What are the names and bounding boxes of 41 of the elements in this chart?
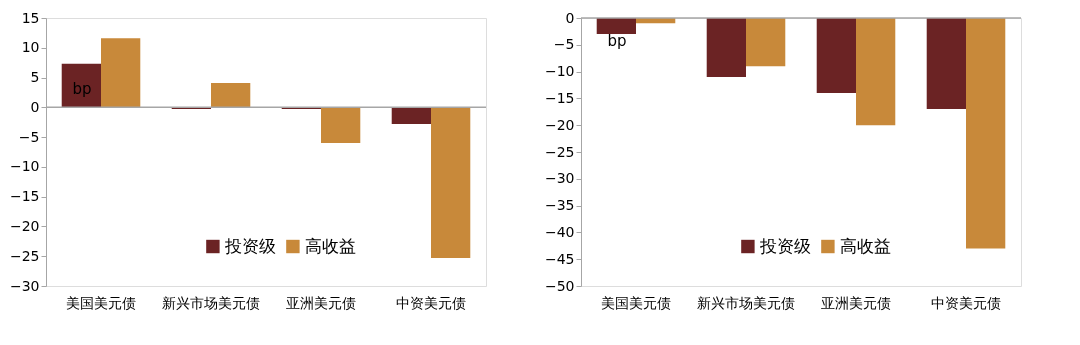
y-tick-label: −35 — [544, 197, 575, 214]
bar — [211, 82, 251, 108]
y-tick-label: −25 — [9, 247, 40, 264]
x-tick-label: 新兴市场美元债 — [162, 294, 260, 311]
y-tick-label: −5 — [18, 128, 40, 145]
y-tick-label: 5 — [30, 69, 40, 86]
x-tick-label: 美国美元债 — [66, 294, 136, 311]
annotation: bp — [72, 80, 92, 99]
x-tick-label: 新兴市场美元债 — [697, 294, 795, 311]
y-tick-label: −10 — [544, 63, 575, 80]
y-tick-label: −5 — [553, 36, 575, 53]
legend-label: 投资级 — [759, 235, 812, 256]
y-tick-label: −20 — [544, 116, 575, 133]
y-tick-label: −10 — [9, 158, 40, 175]
x-tick-label: 亚洲美元债 — [286, 294, 356, 311]
y-tick-label: −45 — [544, 250, 575, 267]
y-tick-label: −15 — [9, 188, 40, 205]
y-tick-label: −20 — [9, 217, 40, 234]
y-tick-label: −15 — [544, 89, 575, 106]
legend-label: 投资级 — [224, 235, 277, 256]
bar — [391, 107, 431, 125]
legend-label: 高收益 — [840, 235, 892, 256]
x-tick-label: 中资美元债 — [396, 294, 466, 311]
bar — [431, 107, 471, 259]
x-tick-label: 亚洲美元债 — [821, 294, 891, 311]
y-tick-label: 0 — [565, 9, 575, 26]
x-tick-label: 美国美元债 — [601, 294, 671, 311]
y-tick-label: 15 — [21, 9, 40, 26]
y-tick-label: −50 — [544, 277, 575, 294]
y-tick-label: −25 — [544, 143, 575, 160]
bar — [101, 38, 141, 108]
y-tick-label: 0 — [30, 98, 40, 115]
annotation: bp — [607, 32, 627, 51]
legend-label: 高收益 — [305, 235, 357, 256]
y-tick-label: −40 — [544, 223, 575, 240]
bar — [321, 107, 361, 144]
x-tick-label: 中资美元债 — [931, 294, 1001, 311]
y-tick-label: 10 — [21, 39, 40, 56]
bar — [61, 63, 101, 108]
y-tick-label: −30 — [9, 277, 40, 294]
y-tick-label: −30 — [544, 170, 575, 187]
